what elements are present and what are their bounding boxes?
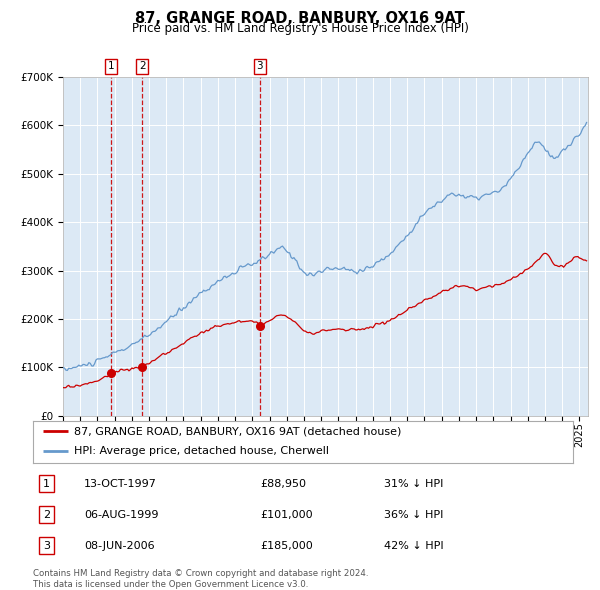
Text: 2: 2	[43, 510, 50, 520]
Text: 42% ↓ HPI: 42% ↓ HPI	[384, 541, 443, 551]
Text: HPI: Average price, detached house, Cherwell: HPI: Average price, detached house, Cher…	[74, 446, 329, 456]
Text: 1: 1	[108, 61, 115, 71]
Text: 06-AUG-1999: 06-AUG-1999	[84, 510, 159, 520]
Text: 31% ↓ HPI: 31% ↓ HPI	[384, 478, 443, 489]
Text: 2: 2	[139, 61, 145, 71]
Text: 08-JUN-2006: 08-JUN-2006	[84, 541, 155, 551]
Text: 1: 1	[43, 478, 50, 489]
Text: 87, GRANGE ROAD, BANBURY, OX16 9AT (detached house): 87, GRANGE ROAD, BANBURY, OX16 9AT (deta…	[74, 427, 401, 436]
Text: Price paid vs. HM Land Registry's House Price Index (HPI): Price paid vs. HM Land Registry's House …	[131, 22, 469, 35]
Text: £185,000: £185,000	[260, 541, 313, 551]
Text: 13-OCT-1997: 13-OCT-1997	[84, 478, 157, 489]
Text: £88,950: £88,950	[260, 478, 306, 489]
Text: 3: 3	[257, 61, 263, 71]
Text: 87, GRANGE ROAD, BANBURY, OX16 9AT: 87, GRANGE ROAD, BANBURY, OX16 9AT	[135, 11, 465, 25]
Text: 3: 3	[43, 541, 50, 551]
Text: 36% ↓ HPI: 36% ↓ HPI	[384, 510, 443, 520]
Text: £101,000: £101,000	[260, 510, 313, 520]
Text: Contains HM Land Registry data © Crown copyright and database right 2024.
This d: Contains HM Land Registry data © Crown c…	[33, 569, 368, 589]
